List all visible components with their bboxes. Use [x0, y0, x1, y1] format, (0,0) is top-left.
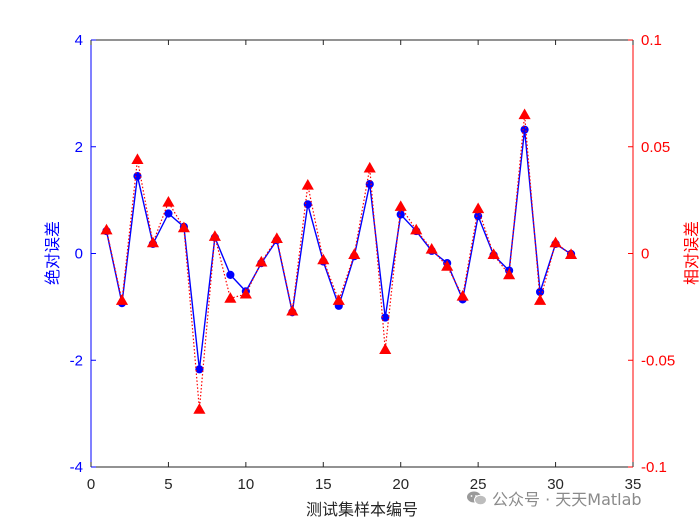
- absolute-error-point: [365, 180, 374, 189]
- x-tick-label: 15: [315, 476, 332, 493]
- relative-error-point: [534, 294, 547, 305]
- relative-error-point: [425, 243, 438, 254]
- right-y-tick-label: 0.05: [641, 139, 670, 156]
- relative-error-point: [177, 221, 190, 233]
- relative-error-point: [456, 289, 469, 301]
- right-y-tick-label: -0.05: [641, 352, 675, 369]
- relative-error-point: [115, 294, 129, 305]
- absolute-error-point: [164, 209, 173, 218]
- right-y-tick-label: 0.1: [641, 32, 662, 49]
- absolute-error-point: [474, 212, 483, 221]
- x-tick-label: 5: [164, 476, 172, 493]
- x-tick-label: 35: [625, 476, 642, 493]
- relative-error-point: [394, 200, 407, 211]
- relative-error-point: [564, 248, 578, 259]
- x-tick-label: 25: [470, 476, 487, 493]
- x-tick-label: 0: [87, 476, 95, 493]
- right-y-axis-title: 相对误差: [682, 221, 700, 285]
- relative-error-point: [379, 343, 392, 354]
- absolute-error-series: [102, 125, 576, 374]
- left-y-tick-label: -2: [70, 352, 83, 369]
- relative-error-point: [487, 248, 500, 259]
- absolute-error-point: [133, 172, 142, 181]
- relative-error-point: [363, 161, 376, 173]
- relative-error-series: [100, 108, 578, 414]
- x-axis-title: 测试集样本编号: [306, 500, 418, 519]
- relative-error-point: [410, 223, 423, 235]
- relative-error-point: [503, 268, 516, 280]
- relative-error-point: [146, 236, 160, 248]
- axes: 0 5 10 15 20 25 30 35 -4 -2 0 2 4 -0.1 -0.05 0 0.05 0.1: [70, 32, 676, 493]
- relative-error-point: [301, 178, 314, 190]
- relative-error-point: [441, 260, 454, 271]
- relative-error-point: [472, 202, 485, 214]
- x-tick-label: 10: [238, 476, 255, 493]
- relative-error-point: [208, 230, 221, 241]
- relative-error-point: [131, 153, 144, 164]
- absolute-error-point: [396, 210, 405, 219]
- relative-error-point: [193, 403, 206, 414]
- absolute-error-point: [195, 365, 204, 374]
- watermark-text: 公众号 · 天天Matlab: [492, 490, 642, 509]
- absolute-error-line: [105, 129, 572, 370]
- relative-error-point: [348, 248, 361, 259]
- left-y-axis-title: 绝对误差: [43, 221, 62, 285]
- relative-error-point: [317, 253, 330, 265]
- right-y-tick-label: -0.1: [641, 459, 667, 476]
- absolute-error-point: [520, 125, 529, 134]
- relative-error-point: [270, 232, 283, 243]
- watermark: 公众号 · 天天Matlab: [466, 486, 642, 510]
- relative-error-point: [255, 255, 268, 267]
- relative-error-point: [549, 236, 562, 248]
- relative-error-point: [239, 287, 252, 299]
- left-y-tick-label: 2: [75, 139, 83, 156]
- relative-error-point: [518, 108, 531, 120]
- relative-error-point: [224, 292, 237, 303]
- left-y-tick-label: 4: [75, 32, 83, 49]
- right-y-tick-label: 0: [641, 246, 649, 263]
- wechat-icon: [466, 490, 488, 506]
- absolute-error-point: [226, 270, 235, 279]
- left-y-tick-label: -4: [70, 459, 83, 476]
- relative-error-point: [332, 294, 345, 305]
- relative-error-point: [162, 196, 175, 207]
- left-y-tick-label: 0: [75, 246, 83, 263]
- relative-error-point: [100, 223, 113, 235]
- relative-error-point: [286, 304, 299, 316]
- absolute-error-point: [381, 313, 390, 322]
- x-tick-label: 30: [547, 476, 564, 493]
- x-tick-label: 20: [392, 476, 409, 493]
